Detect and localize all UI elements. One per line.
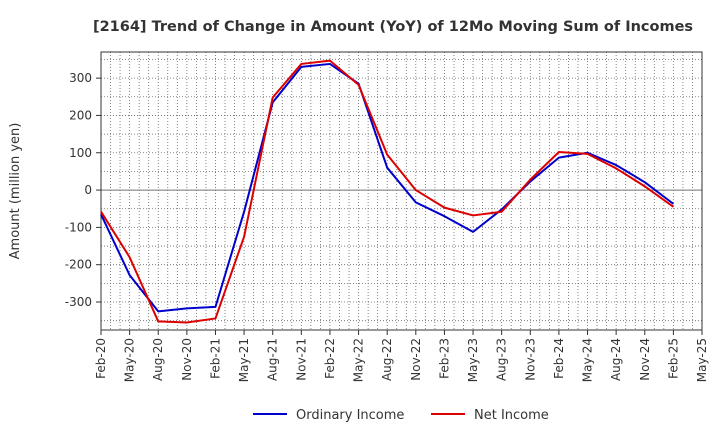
legend: Ordinary Income Net Income [253,408,549,423]
y-tick-label: 100 [69,146,92,160]
x-tick-label: May-22 [352,338,366,382]
legend-label: Net Income [474,408,549,423]
legend-label: Ordinary Income [296,408,404,423]
x-tick-label: May-20 [123,338,137,382]
x-tick-label: Feb-23 [437,338,451,379]
y-tick-label: 200 [69,108,92,122]
y-tick-label: -100 [65,220,92,234]
x-tick-label: Aug-24 [609,338,623,381]
chart-title: [2164] Trend of Change in Amount (YoY) o… [93,19,693,35]
x-tick-label: Feb-25 [666,338,680,379]
x-tick-label: Aug-20 [151,338,165,381]
x-tick-label: May-23 [466,338,480,382]
y-tick-label: 0 [84,183,92,197]
x-tick-label: May-25 [695,338,709,382]
series-line-net-income [100,59,674,324]
x-tick-label: Feb-21 [208,338,222,379]
x-tick-label: Nov-22 [409,338,423,381]
x-tick-label: Nov-24 [638,338,652,381]
y-tick-label: 300 [69,71,92,85]
plot-background [101,52,702,330]
x-tick-label: Nov-20 [180,338,194,381]
x-tick-label: Nov-21 [294,338,308,381]
y-axis-label: Amount (million yen) [8,123,23,260]
plot-border [100,51,703,331]
x-tick-label: Aug-23 [495,338,509,381]
y-tick-label: -200 [65,258,92,272]
x-tick-label: Feb-24 [552,338,566,379]
y-tick-label: -300 [65,295,92,309]
x-tick-label: May-21 [237,338,251,382]
x-tick-label: Feb-22 [323,338,337,379]
x-tick-label: Feb-20 [94,338,108,379]
x-tick-label: Aug-21 [266,338,280,381]
plot-area: -300 -200 -100 0 100 200 300 Feb-20 May-20 Aug-20… [65,51,709,382]
x-tick-label: Nov-23 [523,338,537,381]
x-tick-label: May-24 [581,338,595,382]
x-tick-label: Aug-22 [380,338,394,381]
series-line-ordinary-income [100,62,674,313]
